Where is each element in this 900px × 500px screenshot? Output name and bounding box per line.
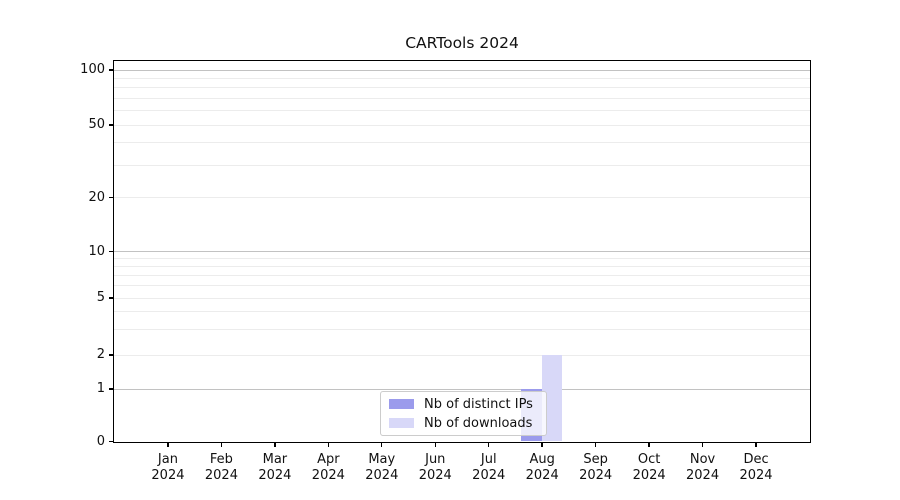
x-tick-month: Jun <box>425 452 446 467</box>
x-tick-month: Mar <box>262 452 288 467</box>
y-major-gridline <box>114 251 810 252</box>
x-tick-label: Dec 2024 <box>716 452 796 483</box>
x-axis-tick <box>541 442 543 447</box>
x-axis-tick <box>167 442 169 447</box>
x-tick-year: 2024 <box>632 467 666 483</box>
x-tick-year: 2024 <box>204 467 238 483</box>
y-tick-label: 100 <box>80 62 105 77</box>
x-tick-month: Apr <box>317 452 340 467</box>
legend-label: Nb of distinct IPs <box>424 396 533 412</box>
legend-label: Nb of downloads <box>424 415 533 431</box>
y-axis-tick <box>108 196 113 199</box>
x-tick-label: Aug 2024 <box>502 452 582 483</box>
legend-entry: Nb of distinct IPs <box>389 397 546 412</box>
y-tick-label: 20 <box>88 189 105 205</box>
x-tick-month: Oct <box>637 452 661 467</box>
x-tick-month: Nov <box>689 452 716 467</box>
x-tick-label: Jan 2024 <box>128 452 208 483</box>
x-tick-year: 2024 <box>686 467 720 483</box>
x-axis-tick <box>327 442 330 447</box>
y-axis-tick <box>108 250 113 253</box>
x-tick-year: 2024 <box>258 467 292 483</box>
y-tick-label: 5 <box>96 290 105 305</box>
legend-swatch <box>389 399 414 409</box>
x-tick-year: 2024 <box>525 467 559 483</box>
y-axis-tick <box>108 354 113 356</box>
x-axis-tick <box>220 442 223 447</box>
x-tick-year: 2024 <box>579 467 613 483</box>
y-major-gridline <box>114 388 810 390</box>
y-minor-gridline <box>114 297 810 299</box>
x-tick-label: Oct 2024 <box>609 452 689 483</box>
y-tick-label: 1 <box>96 381 105 396</box>
x-tick-year: 2024 <box>151 467 185 483</box>
x-tick-label: Mar 2024 <box>235 452 315 483</box>
x-tick-month: Feb <box>209 452 233 467</box>
y-major-gridline <box>114 69 810 71</box>
x-tick-label: Apr 2024 <box>288 452 368 483</box>
y-axis-tick <box>108 69 113 71</box>
y-minor-gridline <box>114 354 810 356</box>
y-tick-label: 10 <box>88 243 105 259</box>
x-axis-tick <box>381 442 383 447</box>
y-minor-gridline <box>114 164 810 166</box>
x-axis-tick <box>755 442 757 447</box>
y-minor-gridline <box>114 77 810 79</box>
y-minor-gridline <box>114 142 810 144</box>
x-tick-month: Jan <box>157 452 178 467</box>
y-minor-gridline <box>114 258 810 260</box>
y-axis-tick <box>108 297 113 299</box>
y-minor-gridline <box>114 97 810 99</box>
x-tick-label: Feb 2024 <box>181 452 261 483</box>
y-minor-gridline <box>114 329 810 331</box>
y-axis-tick <box>108 388 113 390</box>
x-tick-label: Jun 2024 <box>395 452 475 483</box>
y-tick-label: 2 <box>96 347 105 362</box>
x-tick-month: May <box>368 452 396 467</box>
plot-area <box>113 60 811 443</box>
x-tick-label: Jul 2024 <box>449 452 529 483</box>
x-tick-month: Sep <box>583 452 608 467</box>
y-minor-gridline <box>114 110 810 112</box>
x-tick-year: 2024 <box>365 467 399 483</box>
x-axis-tick <box>594 442 597 447</box>
y-tick-label: 50 <box>88 117 105 132</box>
y-minor-gridline <box>114 311 810 313</box>
y-minor-gridline <box>114 265 810 267</box>
x-tick-month: Jul <box>480 452 497 467</box>
x-axis-tick <box>434 442 436 447</box>
chart-title: CARTools 2024 <box>405 34 519 52</box>
x-tick-month: Dec <box>743 452 769 467</box>
y-axis-tick <box>108 124 113 126</box>
x-axis-tick <box>701 442 704 447</box>
y-tick-label: 0 <box>96 433 105 449</box>
x-tick-year: 2024 <box>472 467 506 483</box>
x-axis-tick <box>274 442 276 447</box>
y-axis-tick <box>108 440 113 443</box>
x-tick-year: 2024 <box>311 467 345 483</box>
x-tick-year: 2024 <box>418 467 452 483</box>
x-tick-label: Sep 2024 <box>556 452 636 483</box>
legend-entry: Nb of downloads <box>389 416 546 431</box>
y-minor-gridline <box>114 87 810 89</box>
y-minor-gridline <box>114 124 810 126</box>
x-axis-tick <box>488 442 490 447</box>
y-minor-gridline <box>114 197 810 198</box>
legend-swatch <box>389 418 414 428</box>
x-tick-label: May 2024 <box>342 452 422 483</box>
x-tick-label: Nov 2024 <box>663 452 743 483</box>
x-tick-year: 2024 <box>739 467 773 483</box>
y-minor-gridline <box>114 274 810 276</box>
y-minor-gridline <box>114 285 810 287</box>
x-axis-tick <box>648 442 650 447</box>
x-tick-month: Aug <box>529 452 555 467</box>
legend: Nb of distinct IPs Nb of downloads <box>380 391 547 436</box>
